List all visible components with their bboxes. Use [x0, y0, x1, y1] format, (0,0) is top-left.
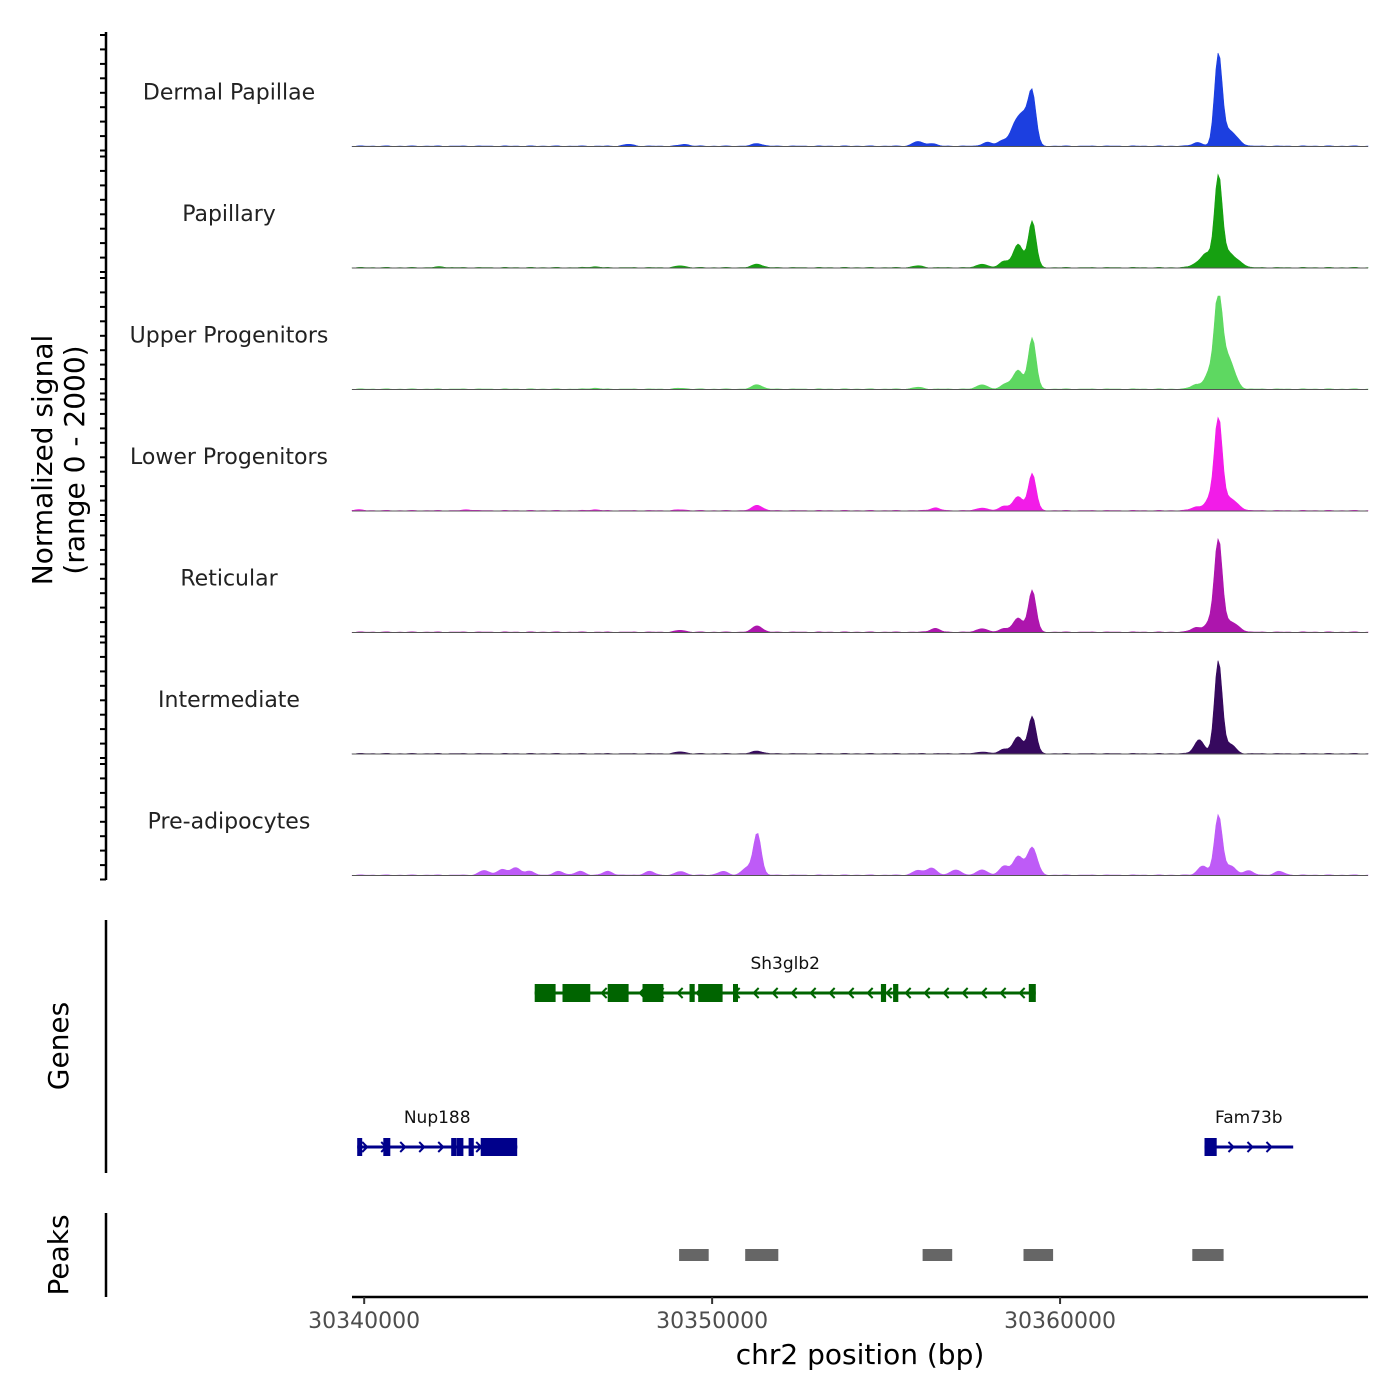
strand-arrow — [399, 1141, 407, 1153]
strand-arrow — [999, 987, 1007, 999]
strand-arrow — [904, 987, 912, 999]
strand-arrow — [361, 1141, 369, 1153]
track-reticular: Reticular — [180, 537, 1369, 633]
strand-arrow — [961, 987, 969, 999]
strand-arrow — [980, 987, 988, 999]
track-dermal-papillae: Dermal Papillae — [143, 52, 1369, 147]
strand-arrow — [752, 987, 760, 999]
strand-arrow — [1246, 1141, 1254, 1153]
x-tick-label: 30350000 — [656, 1309, 768, 1334]
track-label: Reticular — [180, 567, 278, 592]
coverage-y-axis-ticks — [100, 34, 106, 881]
gene-exon — [1028, 984, 1036, 1002]
peak-region — [1192, 1249, 1224, 1261]
coverage-area — [351, 173, 1369, 269]
strand-arrow — [418, 1141, 426, 1153]
strand-arrow — [676, 987, 684, 999]
gene-exon — [562, 984, 591, 1002]
gene-label: Sh3glb2 — [750, 954, 820, 974]
coverage-area — [351, 660, 1369, 755]
track-lower-progenitors: Lower Progenitors — [130, 416, 1369, 512]
coverage-tracks: Dermal Papillae Papillary Upper Progenitor… — [130, 52, 1369, 876]
gene-exon — [383, 1138, 391, 1156]
peak-region — [745, 1249, 779, 1261]
gene-exon — [689, 984, 695, 1002]
track-label: Upper Progenitors — [130, 324, 329, 349]
gene-exon — [456, 1138, 464, 1156]
genes-panel: Sh3glb2 Nup188 Fam73b — [357, 954, 1294, 1156]
gene-exon — [468, 1138, 474, 1156]
x-axis-ticks: 30340000 30350000 30360000 — [308, 1297, 1116, 1334]
peak-region — [679, 1249, 709, 1261]
coverage-area — [351, 537, 1369, 633]
track-papillary: Papillary — [182, 173, 1369, 269]
track-label: Dermal Papillae — [143, 81, 315, 106]
gene-exon — [534, 984, 556, 1002]
x-tick-label: 30340000 — [308, 1309, 420, 1334]
gene-exon — [480, 1138, 518, 1156]
x-tick-label: 30360000 — [1004, 1309, 1116, 1334]
track-label: Lower Progenitors — [130, 445, 328, 470]
strand-arrow — [828, 987, 836, 999]
track-intermediate: Intermediate — [158, 660, 1369, 755]
y-axis-title-line2: (range 0 - 2000) — [58, 345, 91, 574]
strand-arrow — [885, 987, 893, 999]
coverage-area — [351, 295, 1369, 390]
gene-exon — [698, 984, 723, 1002]
strand-arrow — [942, 987, 950, 999]
y-axis-title-line1: Normalized signal — [26, 335, 59, 586]
strand-arrow — [809, 987, 817, 999]
strand-arrow — [1018, 987, 1026, 999]
gene-exon — [642, 984, 664, 1002]
strand-arrow — [923, 987, 931, 999]
gene-label: Fam73b — [1215, 1108, 1283, 1128]
gene-nup188: Nup188 — [357, 1108, 518, 1156]
track-label: Papillary — [182, 202, 276, 227]
gene-exon — [733, 984, 738, 1002]
y-axis-title: Normalized signal (range 0 - 2000) — [26, 335, 91, 586]
strand-arrow — [771, 987, 779, 999]
gene-exon — [451, 1138, 457, 1156]
strand-arrow — [866, 987, 874, 999]
strand-arrow — [600, 987, 608, 999]
peaks-label: Peaks — [42, 1214, 75, 1295]
peaks-panel — [679, 1249, 1224, 1261]
gene-exon — [880, 984, 887, 1002]
gene-fam73b: Fam73b — [1204, 1108, 1294, 1156]
gene-exon — [357, 1138, 363, 1156]
gene-sh3glb2: Sh3glb2 — [534, 954, 1036, 1002]
genes-label: Genes — [42, 1002, 75, 1090]
coverage-area — [351, 52, 1369, 147]
strand-arrow — [1265, 1141, 1273, 1153]
strand-arrow — [790, 987, 798, 999]
peak-region — [922, 1249, 953, 1261]
strand-arrow — [1227, 1141, 1235, 1153]
gene-exon — [893, 984, 899, 1002]
gene-exon — [1204, 1138, 1217, 1156]
coverage-area — [351, 813, 1369, 876]
track-pre-adipocytes: Pre-adipocytes — [148, 810, 1369, 876]
track-label: Pre-adipocytes — [148, 810, 311, 835]
strand-arrow — [847, 987, 855, 999]
strand-arrow — [437, 1141, 445, 1153]
track-label: Intermediate — [158, 688, 300, 713]
gene-exon — [607, 984, 629, 1002]
peak-region — [1023, 1249, 1054, 1261]
track-upper-progenitors: Upper Progenitors — [130, 295, 1369, 390]
coverage-area — [351, 416, 1369, 512]
x-axis-title: chr2 position (bp) — [736, 1338, 985, 1371]
gene-label: Nup188 — [404, 1108, 471, 1128]
